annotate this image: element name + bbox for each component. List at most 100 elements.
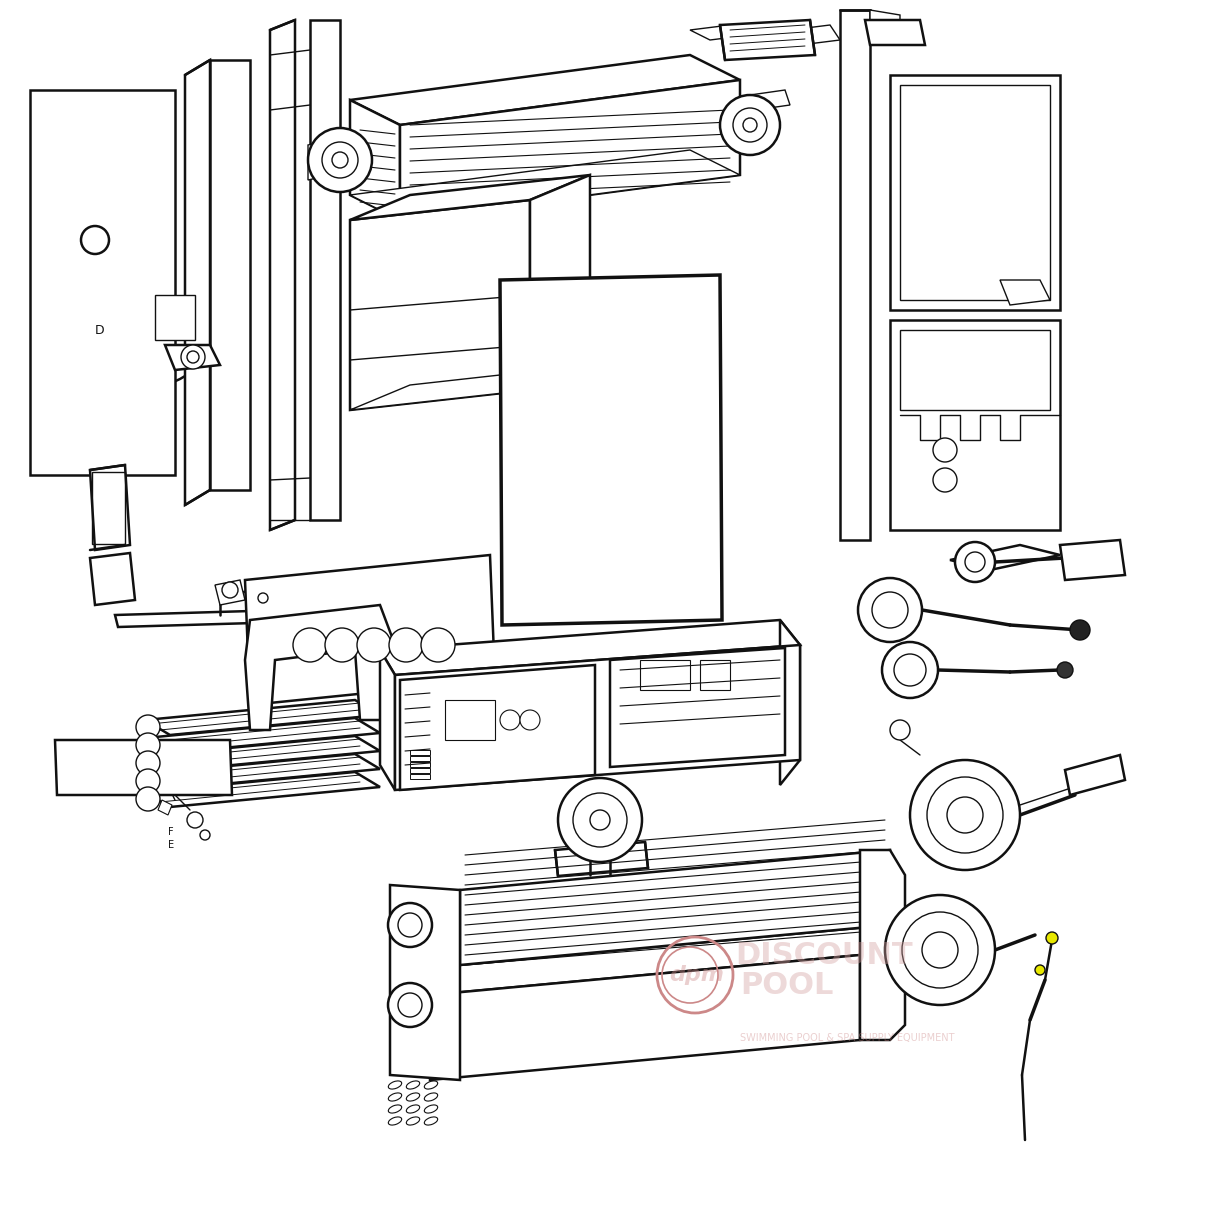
Bar	[410, 768, 430, 773]
Circle shape	[885, 895, 995, 1005]
Polygon shape	[1066, 755, 1125, 795]
Circle shape	[927, 777, 1003, 853]
Text: dpm: dpm	[670, 965, 724, 984]
Polygon shape	[210, 60, 249, 490]
Polygon shape	[350, 365, 590, 410]
Polygon shape	[839, 10, 870, 540]
Bar	[445, 701, 495, 740]
Circle shape	[332, 152, 348, 168]
Polygon shape	[159, 800, 172, 815]
Bar	[92, 472, 125, 544]
Circle shape	[81, 226, 109, 254]
Polygon shape	[29, 90, 175, 474]
Circle shape	[1046, 932, 1058, 944]
Polygon shape	[399, 665, 595, 790]
Circle shape	[324, 628, 359, 662]
Polygon shape	[145, 755, 380, 789]
Circle shape	[388, 903, 433, 948]
Circle shape	[558, 778, 642, 862]
Polygon shape	[390, 885, 460, 1080]
Circle shape	[422, 628, 455, 662]
Circle shape	[222, 583, 238, 599]
Circle shape	[720, 95, 780, 155]
Circle shape	[181, 345, 205, 369]
Polygon shape	[350, 175, 590, 220]
Circle shape	[187, 351, 199, 363]
Polygon shape	[245, 605, 395, 730]
Polygon shape	[430, 925, 890, 995]
Circle shape	[873, 592, 908, 628]
Circle shape	[1035, 965, 1045, 975]
Polygon shape	[145, 772, 380, 807]
Polygon shape	[950, 544, 1059, 570]
Circle shape	[136, 769, 160, 793]
Polygon shape	[610, 648, 785, 767]
Circle shape	[500, 710, 520, 730]
Polygon shape	[860, 850, 905, 1040]
Circle shape	[390, 628, 423, 662]
Polygon shape	[865, 20, 925, 45]
Circle shape	[573, 793, 627, 847]
Bar	[410, 750, 430, 755]
Polygon shape	[890, 320, 1059, 530]
Text: F: F	[168, 827, 173, 837]
Circle shape	[398, 913, 422, 936]
Text: SWIMMING POOL & SPA SUPPLY EQUIPMENT: SWIMMING POOL & SPA SUPPLY EQUIPMENT	[740, 1034, 955, 1043]
Polygon shape	[1000, 280, 1050, 305]
Circle shape	[136, 732, 160, 757]
Polygon shape	[90, 553, 135, 605]
Polygon shape	[689, 25, 750, 41]
Polygon shape	[350, 100, 399, 220]
Circle shape	[590, 810, 610, 830]
Bar	[640, 660, 689, 689]
Polygon shape	[145, 736, 380, 771]
Circle shape	[388, 983, 433, 1027]
Circle shape	[893, 654, 925, 686]
Polygon shape	[215, 580, 245, 605]
Polygon shape	[116, 610, 288, 627]
Circle shape	[1057, 662, 1073, 678]
Polygon shape	[460, 850, 890, 965]
Polygon shape	[890, 75, 1059, 310]
Circle shape	[356, 628, 391, 662]
Polygon shape	[399, 80, 740, 220]
Bar	[900, 85, 1050, 300]
Circle shape	[933, 468, 957, 492]
Text: D: D	[95, 323, 104, 337]
Circle shape	[308, 128, 372, 192]
Bar	[410, 774, 430, 779]
Polygon shape	[430, 955, 860, 1080]
Circle shape	[933, 438, 957, 462]
Circle shape	[890, 720, 909, 740]
Polygon shape	[145, 701, 380, 735]
Polygon shape	[308, 140, 331, 179]
Circle shape	[293, 628, 327, 662]
Circle shape	[902, 912, 978, 988]
Polygon shape	[90, 465, 130, 551]
Text: POOL: POOL	[740, 971, 833, 999]
Circle shape	[187, 812, 203, 828]
Circle shape	[136, 751, 160, 775]
Circle shape	[136, 715, 160, 739]
Circle shape	[200, 830, 210, 839]
Circle shape	[922, 932, 957, 968]
Polygon shape	[350, 55, 740, 125]
Circle shape	[322, 143, 358, 178]
Circle shape	[732, 108, 767, 143]
Polygon shape	[870, 10, 900, 29]
Polygon shape	[310, 20, 340, 520]
Polygon shape	[530, 175, 590, 390]
Circle shape	[136, 787, 160, 811]
Circle shape	[398, 993, 422, 1018]
Polygon shape	[395, 645, 800, 790]
Circle shape	[258, 594, 268, 603]
Polygon shape	[270, 20, 295, 530]
Bar	[410, 756, 430, 761]
Circle shape	[909, 760, 1020, 870]
Bar	[900, 331, 1050, 410]
Polygon shape	[750, 90, 790, 111]
Polygon shape	[500, 275, 721, 626]
Polygon shape	[245, 556, 495, 705]
Circle shape	[1070, 619, 1090, 640]
Polygon shape	[186, 60, 210, 505]
